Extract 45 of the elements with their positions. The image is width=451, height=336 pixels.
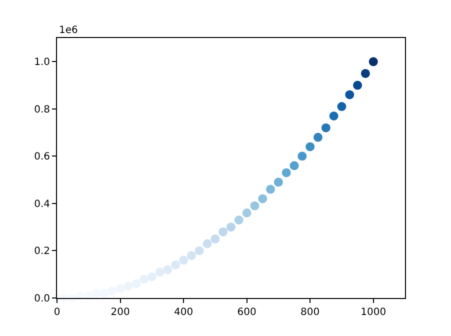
y-tick-label: 0.6 [34, 152, 50, 163]
point [282, 168, 291, 178]
x-tick-label: 1000 [360, 307, 386, 318]
point [368, 57, 378, 66]
x-tick-label: 400 [174, 307, 194, 318]
point [234, 216, 244, 224]
point [353, 80, 362, 90]
point [147, 272, 156, 282]
y-tick-label: 0.0 [34, 294, 50, 304]
point [210, 234, 220, 244]
point [329, 112, 338, 120]
x-tick-label: 800 [300, 307, 320, 318]
point [266, 184, 276, 194]
point [298, 152, 307, 161]
point [250, 201, 260, 210]
point [155, 268, 164, 276]
point [226, 222, 236, 232]
point [321, 123, 330, 132]
point [345, 90, 354, 100]
x-tick-label: 600 [237, 307, 256, 318]
y-tick-label: 0.8 [34, 104, 50, 116]
point [306, 142, 315, 152]
x-tick-label: 200 [110, 307, 130, 318]
point [194, 246, 204, 256]
point [171, 260, 180, 270]
y-tick-label: 0.4 [34, 198, 50, 210]
point [258, 194, 268, 204]
point [274, 178, 283, 187]
point [242, 208, 252, 218]
point [179, 256, 188, 265]
point [290, 161, 299, 170]
point [163, 265, 172, 274]
point [360, 68, 370, 78]
point [140, 274, 148, 284]
point [337, 102, 346, 112]
y-tick-label: 1.0 [34, 57, 50, 68]
point [92, 288, 102, 298]
text: 1e6 [59, 25, 78, 36]
point [100, 288, 109, 298]
point [186, 250, 196, 260]
y-tick-label: 0.2 [34, 246, 50, 258]
point [202, 239, 212, 248]
point [314, 132, 322, 142]
x-tick-label: 0 [54, 307, 60, 318]
point [218, 227, 228, 236]
